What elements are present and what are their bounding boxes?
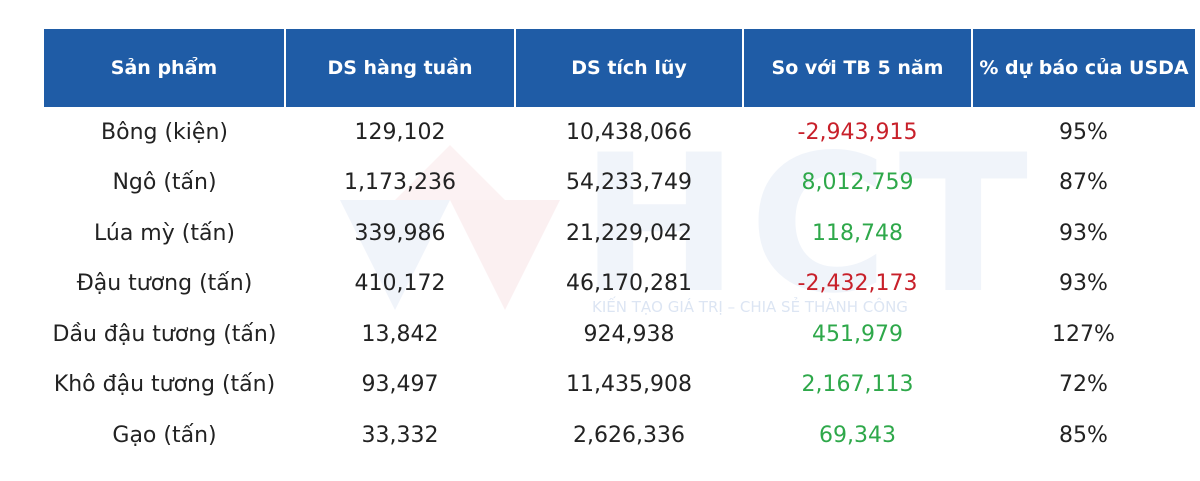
product-cell: Ngô (tấn) [112,170,217,196]
value-cell: 10,438,066 [566,119,692,145]
column-header: DS hàng tuần [284,29,515,107]
product-cell: Bông (kiện) [101,119,228,145]
value-cell: 87% [1059,170,1108,196]
value-cell: -2,943,915 [797,119,918,145]
value-cell: 8,012,759 [801,170,914,196]
value-cell: 85% [1059,422,1108,448]
value-cell: 127% [1052,321,1115,347]
value-cell: 118,748 [812,220,903,246]
value-cell: -2,432,173 [797,271,918,297]
value-cell: 339,986 [354,220,446,246]
value-cell: 11,435,908 [566,372,692,398]
product-cell: Đậu tương (tấn) [76,271,253,297]
column-header: Sản phẩm [44,29,285,107]
column-header: So với TB 5 năm [742,29,972,107]
table-row: Khô đậu tương (tấn) 93,497 11,435,908 2,167… [44,360,1195,411]
value-cell: 410,172 [354,271,446,297]
value-cell: 72% [1059,372,1108,398]
value-cell: 21,229,042 [566,220,692,246]
table-row: Gạo (tấn) 33,332 2,626,336 69,343 85% [44,410,1195,461]
column-header: DS tích lũy [514,29,743,107]
value-cell: 95% [1059,119,1108,145]
value-cell: 93,497 [361,372,439,398]
value-cell: 1,173,236 [344,170,456,196]
value-cell: 2,167,113 [801,372,914,398]
column-header: % dự báo của USDA [971,29,1195,107]
product-cell: Khô đậu tương (tấn) [53,372,276,398]
product-cell: Gạo (tấn) [112,422,217,448]
value-cell: 924,938 [583,321,675,347]
value-cell: 451,979 [812,321,903,347]
table-row: Lúa mỳ (tấn) 339,986 21,229,042 118,748 93% [44,208,1195,259]
table-row: Bông (kiện) 129,102 10,438,066 -2,943,915 95… [44,107,1195,158]
value-cell: 13,842 [361,321,439,347]
value-cell: 2,626,336 [573,422,685,448]
header-row: Sản phẩm DS hàng tuần DS tích lũy So với TB… [44,29,1195,107]
value-cell: 46,170,281 [566,271,692,297]
value-cell: 129,102 [354,119,446,145]
value-cell: 33,332 [361,422,439,448]
table-row: Dầu đậu tương (tấn) 13,842 924,938 451,979 1… [44,309,1195,360]
value-cell: 54,233,749 [566,170,692,196]
export-table: Sản phẩm DS hàng tuần DS tích lũy So với TB… [44,29,1195,461]
product-cell: Dầu đậu tương (tấn) [52,321,277,347]
table-body: Bông (kiện) 129,102 10,438,066 -2,943,915 95… [44,107,1195,461]
value-cell: 93% [1059,220,1108,246]
value-cell: 93% [1059,271,1108,297]
table-row: Đậu tương (tấn) 410,172 46,170,281 -2,432,1… [44,259,1195,310]
value-cell: 69,343 [819,422,896,448]
table-row: Ngô (tấn) 1,173,236 54,233,749 8,012,759 87% [44,158,1195,209]
product-cell: Lúa mỳ (tấn) [94,220,235,246]
